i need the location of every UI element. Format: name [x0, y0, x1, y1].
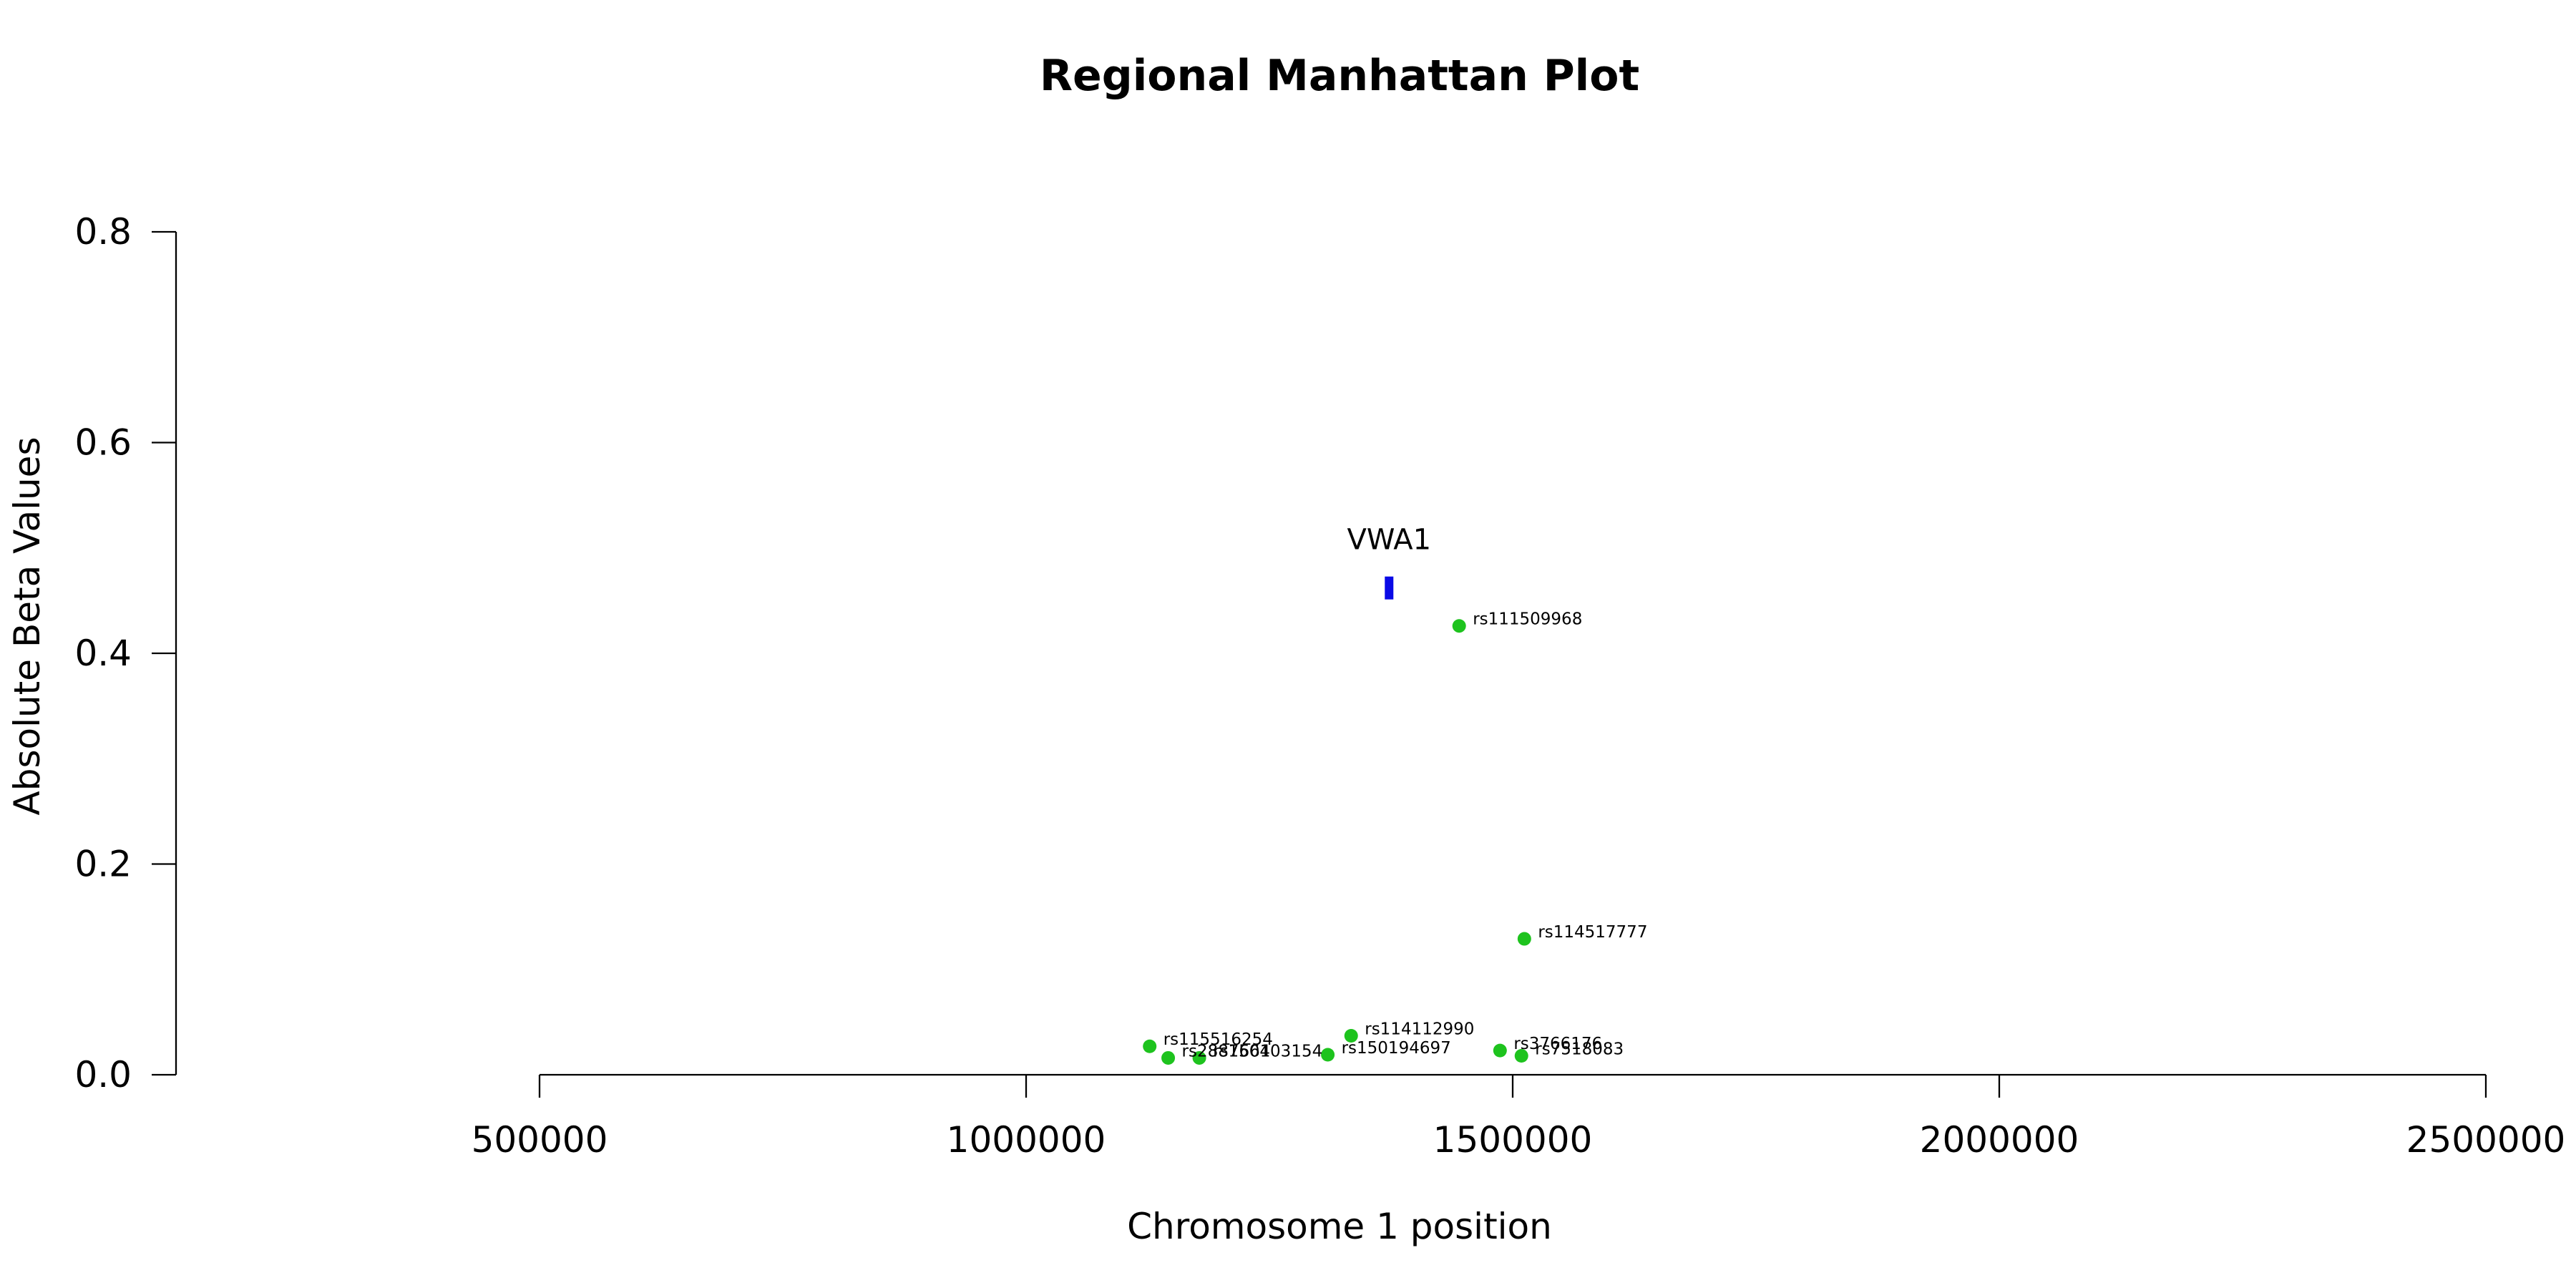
y-tick-label: 0.2: [74, 844, 132, 885]
y-axis: 0.0 0.2 0.4 0.6 0.8: [74, 211, 177, 1096]
snp-points: rs111509968 rs114517777 rs114112990 rs11551…: [1143, 610, 1647, 1065]
gene-markers: VWA1: [1347, 524, 1432, 600]
snp-label: rs7518083: [1535, 1040, 1624, 1058]
snp-point: [1493, 1043, 1507, 1058]
snp-point: [1143, 1039, 1157, 1053]
x-axis: 500000 1000000 1500000 2000000 2500000: [472, 1073, 2566, 1161]
y-tick-label: 0.4: [74, 633, 132, 674]
x-axis-title: Chromosome 1 position: [1127, 1206, 1552, 1247]
y-tick-label: 0.0: [74, 1054, 132, 1096]
snp-label: rs114112990: [1365, 1020, 1474, 1039]
chart-title: Regional Manhattan Plot: [1040, 51, 1639, 101]
snp-label: rs115516254: [1163, 1030, 1273, 1049]
snp-point: [1161, 1050, 1176, 1065]
snp-label: rs111509968: [1473, 610, 1582, 629]
snp-label: rs114517777: [1538, 923, 1647, 942]
snp-label: rs3766176: [1513, 1035, 1602, 1053]
snp-point: [1192, 1050, 1206, 1065]
snp-point: [1344, 1029, 1358, 1043]
x-tick-label: 2500000: [2406, 1119, 2566, 1161]
snp-point: [1514, 1048, 1528, 1063]
x-tick-label: 1000000: [947, 1119, 1106, 1161]
x-tick-label: 500000: [472, 1119, 608, 1161]
y-axis-title: Absolute Beta Values: [6, 437, 48, 816]
snp-label: rs150403154: [1213, 1042, 1322, 1060]
y-tick-label: 0.8: [74, 211, 132, 253]
x-tick-label: 2000000: [1920, 1119, 2079, 1161]
snp-label: rs2887661: [1182, 1042, 1271, 1060]
snp-point: [1321, 1048, 1335, 1062]
x-tick-label: 1500000: [1433, 1119, 1593, 1161]
snp-point: [1452, 619, 1466, 633]
snp-point: [1517, 932, 1531, 946]
gene-label: VWA1: [1347, 524, 1432, 557]
y-tick-label: 0.6: [74, 422, 132, 464]
snp-label: rs150194697: [1342, 1039, 1451, 1058]
gene-marker: [1385, 576, 1394, 600]
